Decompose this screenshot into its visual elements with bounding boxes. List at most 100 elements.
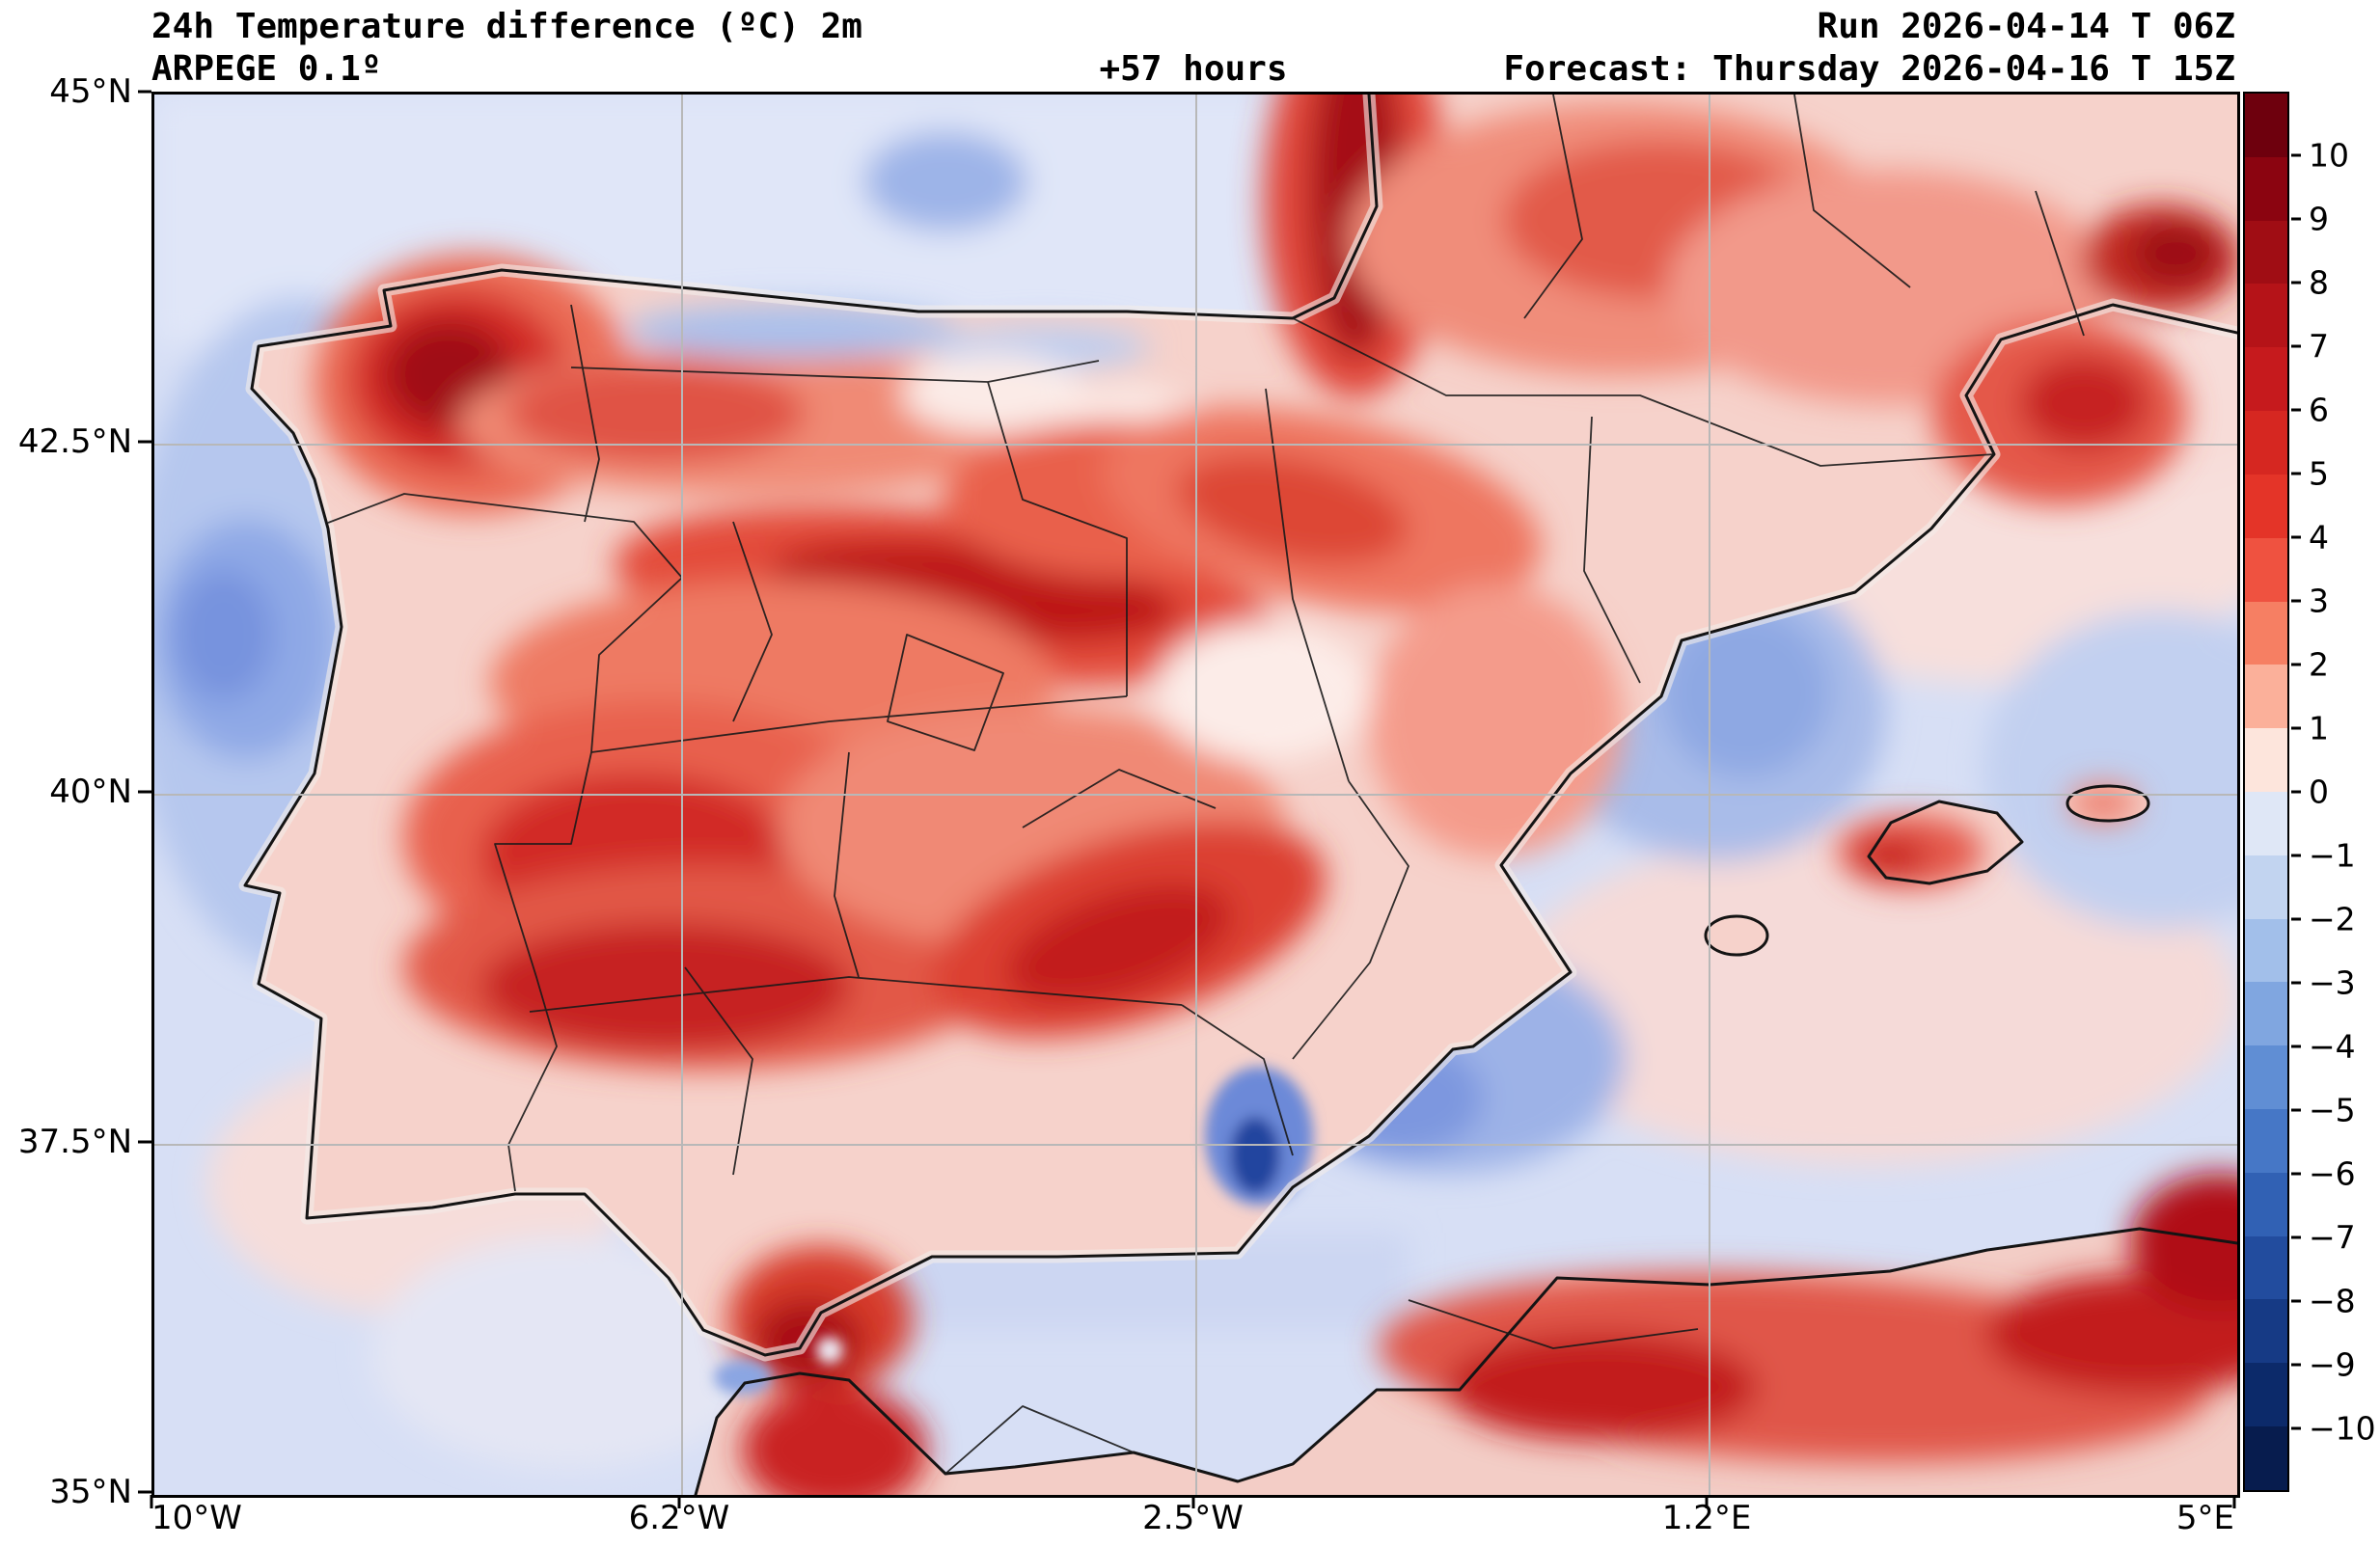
colorbar-tick bbox=[2291, 1299, 2301, 1303]
colorbar-tick-label: 6 bbox=[2309, 391, 2329, 429]
run-label: Run 2026-04-14 T 06Z bbox=[1817, 7, 2235, 46]
colorbar-segment bbox=[2245, 1426, 2287, 1490]
x-tick bbox=[150, 1495, 153, 1508]
colorbar-tick-label: 0 bbox=[2309, 773, 2329, 811]
colorbar-tick bbox=[2291, 917, 2301, 921]
colorbar-segment bbox=[2245, 1109, 2287, 1173]
colorbar-tick-label: 5 bbox=[2309, 454, 2329, 493]
lead-time-label: +57 hours bbox=[1099, 49, 1288, 89]
colorbar-segment bbox=[2245, 601, 2287, 665]
colorbar-tick bbox=[2291, 1108, 2301, 1112]
colorbar-tick-label: −1 bbox=[2309, 836, 2356, 875]
grid-lines bbox=[154, 95, 2237, 1495]
coastlines bbox=[238, 95, 2237, 1495]
colorbar-tick bbox=[2291, 981, 2301, 985]
y-tick-label: 35°N bbox=[49, 1473, 132, 1511]
colorbar-tick-label: −8 bbox=[2309, 1282, 2356, 1320]
colorbar-tick-label: −10 bbox=[2309, 1409, 2376, 1448]
colorbar-segment bbox=[2245, 94, 2287, 157]
colorbar-tick-label: −5 bbox=[2309, 1091, 2356, 1129]
colorbar-tick bbox=[2291, 1045, 2301, 1048]
map-plot bbox=[151, 92, 2240, 1498]
forecast-label: Forecast: Thursday 2026-04-16 T 15Z bbox=[1503, 49, 2235, 89]
colorbar-segment bbox=[2245, 1299, 2287, 1364]
x-tick-label: 10°W bbox=[151, 1499, 242, 1537]
colorbar-segment bbox=[2245, 918, 2287, 983]
colorbar-tick bbox=[2291, 663, 2301, 666]
colorbar-tick-label: −6 bbox=[2309, 1154, 2356, 1193]
colorbar-segment bbox=[2245, 156, 2287, 221]
colorbar-segment bbox=[2245, 982, 2287, 1046]
colorbar-tick bbox=[2291, 217, 2301, 221]
colorbar-tick-label: 4 bbox=[2309, 518, 2329, 556]
colorbar-tick-label: 7 bbox=[2309, 327, 2329, 366]
y-tick bbox=[138, 440, 151, 444]
colorbar-tick-label: −7 bbox=[2309, 1218, 2356, 1257]
colorbar-segment bbox=[2245, 220, 2287, 285]
x-tick bbox=[2232, 1495, 2236, 1508]
y-axis: 45°N 42.5°N 40°N 37.5°N 35°N bbox=[0, 72, 142, 1511]
colorbar-tick-label: 2 bbox=[2309, 645, 2329, 684]
y-tick-label: 37.5°N bbox=[17, 1123, 132, 1161]
colorbar-segment bbox=[2245, 1363, 2287, 1427]
y-axis-ticks bbox=[138, 90, 151, 1494]
colorbar-tick bbox=[2291, 1235, 2301, 1239]
colorbar-tick bbox=[2291, 599, 2301, 603]
x-axis-ticks bbox=[150, 1495, 2236, 1508]
colorbar-tick-label: −2 bbox=[2309, 900, 2356, 938]
colorbar-segment bbox=[2245, 411, 2287, 475]
colorbar-tick-label: 1 bbox=[2309, 709, 2329, 747]
x-tick-label: 1.2°E bbox=[1661, 1499, 1752, 1537]
colorbar-segments bbox=[2245, 94, 2287, 1490]
colorbar-ticks bbox=[2291, 92, 2301, 1492]
y-tick bbox=[138, 1490, 151, 1494]
colorbar-tick bbox=[2291, 790, 2301, 794]
ibiza-island bbox=[1706, 916, 1767, 955]
page-title: 24h Temperature difference (ºC) 2m bbox=[151, 7, 862, 46]
colorbar-segment bbox=[2245, 347, 2287, 412]
colorbar bbox=[2243, 92, 2289, 1492]
local-extremes bbox=[714, 1067, 1313, 1395]
colorbar-tick bbox=[2291, 1363, 2301, 1367]
colorbar-tick-label: −3 bbox=[2309, 963, 2356, 1002]
y-tick-label: 45°N bbox=[49, 72, 132, 111]
x-tick-label: 6.2°W bbox=[628, 1499, 730, 1537]
colorbar-segment bbox=[2245, 1235, 2287, 1300]
x-tick-label: 2.5°W bbox=[1142, 1499, 1244, 1537]
colorbar-segment bbox=[2245, 791, 2287, 855]
colorbar-tick bbox=[2291, 535, 2301, 539]
y-tick bbox=[138, 90, 151, 94]
y-tick-label: 42.5°N bbox=[17, 422, 132, 461]
colorbar-segment bbox=[2245, 474, 2287, 538]
x-tick-label: 5°E bbox=[2175, 1499, 2234, 1537]
colorbar-tick-label: 10 bbox=[2309, 136, 2349, 175]
colorbar-tick bbox=[2291, 408, 2301, 412]
colorbar-tick-label: 8 bbox=[2309, 263, 2329, 302]
colorbar-tick bbox=[2291, 726, 2301, 730]
colorbar-segment bbox=[2245, 665, 2287, 729]
colorbar-labels: 10 9 8 7 6 5 4 3 2 1 0 −1 −2 −3 −4 −5 −6 −7 −8 −9 −10 bbox=[2309, 92, 2380, 1492]
colorbar-tick bbox=[2291, 472, 2301, 475]
colorbar-tick bbox=[2291, 153, 2301, 157]
x-axis: 10°W 6.2°W 2.5°W 1.2°E 5°E bbox=[151, 1499, 2234, 1543]
colorbar-tick-label: 3 bbox=[2309, 582, 2329, 620]
y-tick bbox=[138, 790, 151, 794]
colorbar-tick-label: −4 bbox=[2309, 1027, 2356, 1066]
y-tick-label: 40°N bbox=[49, 773, 132, 811]
colorbar-tick bbox=[2291, 1426, 2301, 1430]
y-tick bbox=[138, 1140, 151, 1144]
model-label: ARPEGE 0.1º bbox=[151, 49, 382, 89]
colorbar-segment bbox=[2245, 1045, 2287, 1109]
colorbar-tick bbox=[2291, 1172, 2301, 1176]
colorbar-segment bbox=[2245, 1172, 2287, 1236]
colorbar-segment bbox=[2245, 855, 2287, 919]
x-tick bbox=[677, 1495, 681, 1508]
colorbar-tick bbox=[2291, 344, 2301, 348]
colorbar-tick-label: 9 bbox=[2309, 200, 2329, 238]
colorbar-segment bbox=[2245, 537, 2287, 602]
x-tick bbox=[1705, 1495, 1709, 1508]
colorbar-segment bbox=[2245, 284, 2287, 348]
colorbar-tick-label: −9 bbox=[2309, 1345, 2356, 1384]
colorbar-tick bbox=[2291, 854, 2301, 857]
